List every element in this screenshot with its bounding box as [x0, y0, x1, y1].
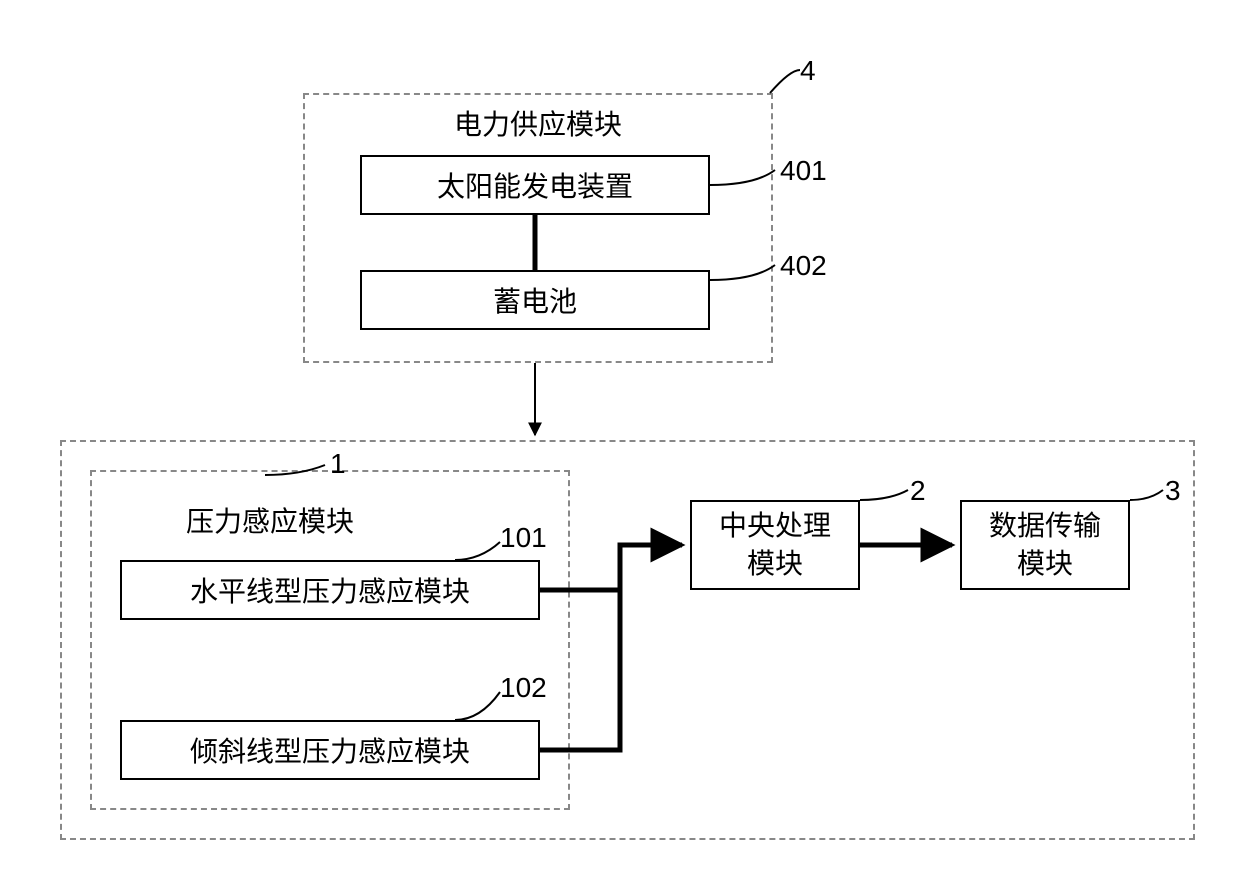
cpu-label-1: 中央处理 [719, 507, 831, 545]
transmit-label-1: 数据传输 [989, 507, 1101, 545]
transmit-label-2: 模块 [989, 545, 1101, 583]
tilt-sensor-box: 倾斜线型压力感应模块 [120, 720, 540, 780]
lead-4 [770, 70, 800, 93]
pressure-module-title: 压力感应模块 [130, 500, 410, 540]
battery-label: 蓄电池 [493, 280, 577, 320]
ref-2: 2 [910, 475, 926, 507]
ref-402: 402 [780, 250, 827, 282]
ref-101: 101 [500, 522, 547, 554]
ref-102: 102 [500, 672, 547, 704]
power-module-title: 电力供应模块 [303, 103, 773, 143]
cpu-label-2: 模块 [719, 545, 831, 583]
ref-4: 4 [800, 55, 816, 87]
solar-label: 太阳能发电装置 [437, 165, 633, 205]
solar-box: 太阳能发电装置 [360, 155, 710, 215]
ref-3: 3 [1165, 475, 1181, 507]
horizontal-sensor-label: 水平线型压力感应模块 [190, 570, 470, 610]
cpu-box: 中央处理 模块 [690, 500, 860, 590]
horizontal-sensor-box: 水平线型压力感应模块 [120, 560, 540, 620]
ref-1: 1 [330, 448, 346, 480]
transmit-box: 数据传输 模块 [960, 500, 1130, 590]
ref-401: 401 [780, 155, 827, 187]
tilt-sensor-label: 倾斜线型压力感应模块 [190, 730, 470, 770]
battery-box: 蓄电池 [360, 270, 710, 330]
